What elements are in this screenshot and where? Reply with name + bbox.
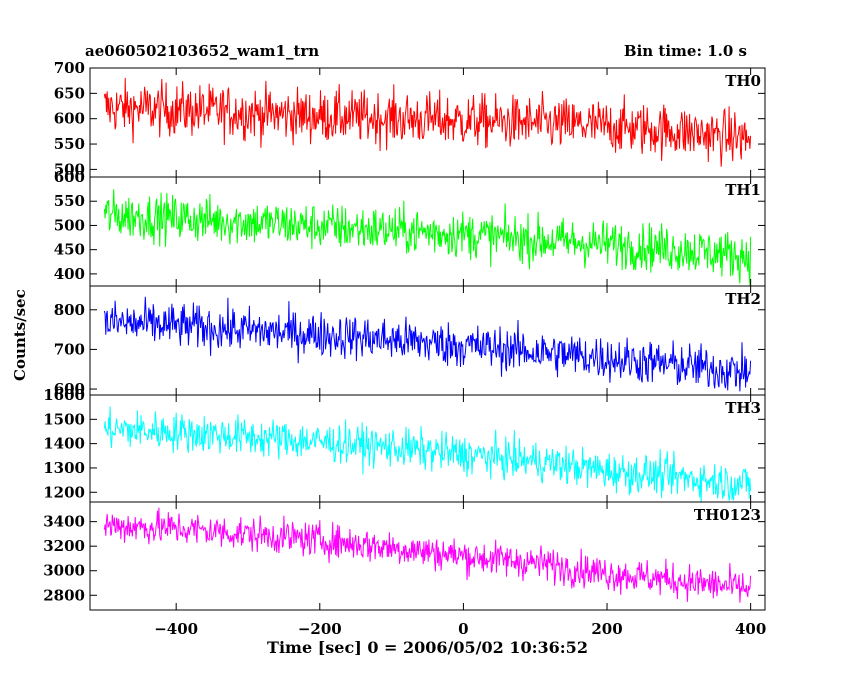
y-tick-label-th0: 700: [54, 59, 85, 77]
y-tick-label-th0123: 3200: [43, 537, 85, 555]
y-tick-label-th1: 500: [54, 216, 85, 234]
x-tick-label: −200: [298, 620, 342, 638]
y-tick-label-th0123: 2800: [43, 586, 85, 604]
y-tick-label-th0123: 3400: [43, 513, 85, 531]
y-tick-label-th1: 400: [54, 265, 85, 283]
y-tick-label-th0: 550: [54, 135, 85, 153]
y-tick-label-th1: 600: [54, 168, 85, 186]
panel-label-th3: TH3: [725, 399, 761, 417]
y-tick-label-th1: 550: [54, 192, 85, 210]
y-tick-label-th3: 1400: [43, 435, 85, 453]
y-tick-label-th0: 500: [54, 160, 85, 178]
x-tick-label: 400: [735, 620, 766, 638]
series-line-th0123: [103, 507, 752, 603]
y-tick-label-th3: 1300: [43, 459, 85, 477]
panel-frame-th0123: [89, 501, 766, 611]
y-tick-label-th3: 1600: [43, 386, 85, 404]
panel-label-th2: TH2: [725, 290, 761, 308]
y-tick-label-th0: 650: [54, 84, 85, 102]
y-tick-label-th3: 1500: [43, 410, 85, 428]
series-line-th1: [103, 189, 752, 286]
y-tick-label-th2: 700: [54, 340, 85, 358]
chart-title: ae060502103652_wam1_trn: [85, 42, 320, 60]
series-line-th3: [103, 406, 752, 502]
x-tick-label: 200: [591, 620, 622, 638]
bin-time-label: Bin time: 1.0 s: [623, 42, 747, 60]
y-tick-label-th0123: 3000: [43, 562, 85, 580]
y-tick-label-th3: 1200: [43, 483, 85, 501]
panel-label-th0123: TH0123: [694, 506, 761, 524]
series-line-th2: [103, 296, 752, 392]
y-tick-label-th0: 600: [54, 110, 85, 128]
x-tick-label: −400: [154, 620, 198, 638]
panel-label-th0: TH0: [725, 72, 761, 90]
x-tick-label: 0: [458, 620, 468, 638]
y-tick-label-th2: 800: [54, 301, 85, 319]
y-tick-label-th2: 600: [54, 380, 85, 398]
series-line-th0: [103, 77, 752, 167]
x-axis-label: Time [sec] 0 = 2006/05/02 10:36:52: [267, 638, 588, 657]
y-tick-label-th1: 450: [54, 241, 85, 259]
panel-label-th1: TH1: [725, 181, 761, 199]
